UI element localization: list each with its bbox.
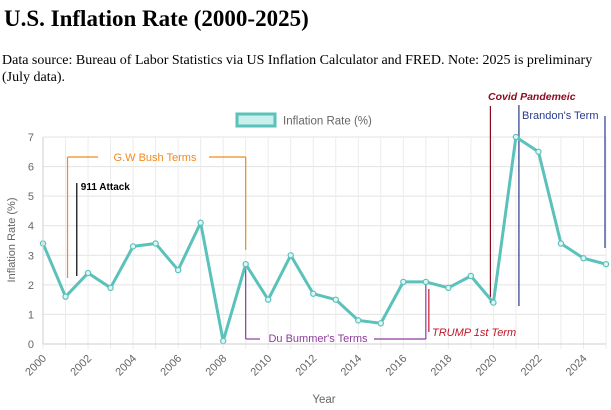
data-point-2019[interactable] — [467, 272, 475, 280]
x-tick-label: 2000 — [23, 353, 49, 379]
y-tick-label: 2 — [28, 280, 34, 292]
data-point-2003[interactable] — [107, 284, 114, 292]
data-point-2014[interactable] — [355, 317, 362, 324]
y-tick-label: 0 — [28, 339, 34, 351]
data-point-2002[interactable] — [84, 269, 92, 277]
y-tick-label: 3 — [28, 250, 34, 262]
trump-term-label: TRUMP 1st Term — [432, 327, 516, 339]
page-title: U.S. Inflation Rate (2000-2025) — [4, 6, 309, 31]
data-point-2018[interactable] — [445, 284, 452, 292]
x-tick-label: 2012 — [294, 353, 320, 379]
x-tick-label: 2006 — [158, 353, 184, 379]
annotations: G.W Bush Terms 911 Attack Du Bummer's Term… — [66, 91, 606, 345]
x-axis-title: Year — [312, 394, 335, 406]
data-point-2007[interactable] — [197, 219, 204, 226]
source-note: Data source: Bureau of Labor Statistics … — [2, 53, 593, 85]
x-tick-label: 2014 — [339, 353, 365, 379]
y-tick-label: 7 — [28, 132, 34, 144]
y-tick-label: 4 — [28, 221, 34, 233]
data-point-2023[interactable] — [557, 240, 565, 247]
x-tick-label: 2016 — [384, 353, 410, 379]
x-tick-label: 2010 — [249, 353, 275, 379]
data-point-2008[interactable] — [219, 337, 227, 345]
y-tick-label: 6 — [28, 162, 34, 174]
data-point-2010[interactable] — [265, 296, 272, 303]
data-point-2004[interactable] — [129, 243, 137, 250]
covid-label: Covid Pandemeic — [488, 91, 576, 103]
y-tick-label: 1 — [28, 309, 34, 321]
x-tick-label: 2020 — [474, 353, 500, 379]
attack-label: 911 Attack — [81, 182, 131, 193]
data-point-2013[interactable] — [332, 296, 339, 303]
legend[interactable]: Inflation Rate (%) — [235, 112, 372, 128]
y-tick-label: 5 — [28, 191, 34, 203]
bush-terms-label: G.W Bush Terms — [114, 152, 197, 164]
data-point-2016[interactable] — [400, 278, 407, 286]
data-point-2021[interactable] — [512, 133, 520, 141]
brandon-term-label: Brandon's Term — [522, 110, 599, 122]
data-point-2025[interactable] — [602, 260, 610, 268]
data-point-2005[interactable] — [152, 240, 159, 247]
data-point-2022[interactable] — [535, 148, 542, 155]
data-point-2024[interactable] — [580, 255, 587, 262]
grid — [42, 136, 607, 349]
x-tick-label: 2024 — [564, 353, 590, 379]
x-tick-label: 2002 — [68, 353, 94, 379]
data-point-2006[interactable] — [174, 266, 182, 274]
data-point-2017[interactable] — [422, 278, 430, 286]
series — [39, 133, 610, 345]
series-line — [41, 135, 607, 343]
x-tick-label: 2008 — [203, 353, 229, 379]
x-tick-label: 2004 — [113, 353, 139, 379]
data-point-2020[interactable] — [490, 299, 497, 306]
data-point-2001[interactable] — [62, 293, 69, 300]
data-point-2009[interactable] — [242, 260, 249, 268]
x-tick-label: 2018 — [429, 353, 455, 379]
legend-label: Inflation Rate (%) — [283, 116, 372, 128]
y-axis-title: Inflation Rate (%) — [6, 198, 18, 283]
bummer-terms-label: Du Bummer's Terms — [268, 333, 368, 345]
data-point-2011[interactable] — [287, 252, 294, 259]
data-point-2015[interactable] — [377, 320, 384, 327]
data-point-2012[interactable] — [310, 290, 317, 297]
legend-swatch — [235, 112, 277, 128]
x-tick-label: 2022 — [519, 353, 545, 379]
